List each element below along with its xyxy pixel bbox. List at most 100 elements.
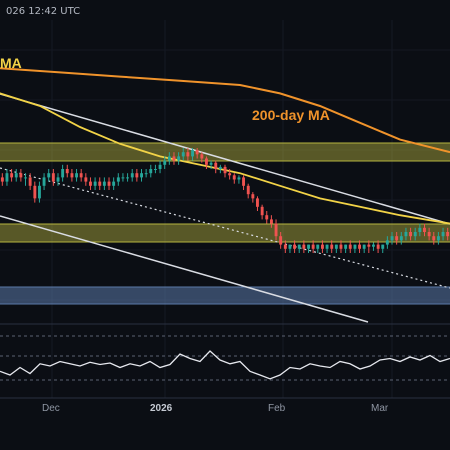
candle-body-89: [413, 232, 417, 237]
candle-body-11: [51, 173, 55, 182]
channel-upper-line: [0, 93, 450, 225]
candle-body-42: [195, 150, 199, 155]
zone-resistance-lower: [0, 224, 450, 242]
candle-body-70: [325, 244, 329, 249]
candle-body-59: [274, 223, 278, 237]
candle-body-77: [358, 244, 361, 249]
candle-body-95: [441, 232, 445, 237]
candle-body-79: [367, 244, 371, 247]
candle-body-19: [89, 181, 92, 186]
x-axis: Dec 2026 Feb Mar: [42, 403, 389, 414]
candle-body-27: [126, 177, 129, 179]
candle-body-61: [283, 244, 287, 249]
candle-body-65: [302, 244, 306, 249]
candle-body-17: [79, 173, 83, 178]
candle-body-46: [214, 162, 218, 169]
candle-body-62: [288, 244, 292, 249]
candle-body-67: [311, 244, 315, 249]
candle-body-25: [116, 177, 120, 182]
candle-body-88: [409, 232, 412, 237]
rsi-panel: [0, 323, 450, 399]
candle-body-14: [65, 169, 69, 174]
candle-body-18: [84, 177, 88, 182]
candle-body-92: [427, 232, 431, 237]
candle-body-1: [5, 173, 9, 182]
candle-body-83: [385, 240, 389, 245]
candle-body-12: [56, 177, 60, 182]
candle-body-80: [372, 244, 375, 247]
candle-body-60: [279, 236, 283, 245]
candle-body-76: [353, 244, 357, 249]
candle-body-34: [158, 164, 162, 169]
candle-body-38: [177, 156, 181, 161]
candle-body-7: [33, 185, 37, 199]
candle-body-13: [61, 169, 65, 178]
candle-body-21: [98, 181, 102, 186]
candle-body-75: [348, 244, 352, 249]
candle-body-86: [399, 236, 403, 241]
candle-body-26: [121, 177, 125, 179]
candle-body-93: [432, 236, 436, 241]
candle-body-41: [191, 150, 194, 157]
candle-body-90: [418, 227, 422, 232]
candle-body-55: [256, 198, 259, 207]
candle-body-22: [102, 181, 106, 186]
candle-body-49: [228, 173, 232, 176]
candle-body-51: [237, 177, 241, 180]
candle-body-8: [38, 185, 41, 199]
candle-body-6: [28, 177, 32, 186]
candle-body-50: [232, 175, 236, 180]
candle-body-4: [19, 173, 23, 178]
candle-body-2: [10, 173, 14, 178]
rsi-line: [0, 350, 450, 380]
grid: [0, 20, 450, 398]
candle-body-64: [297, 244, 301, 249]
candle-body-54: [251, 194, 255, 199]
candle-body-84: [390, 236, 394, 241]
candle-body-56: [260, 206, 264, 216]
candle-body-72: [334, 244, 338, 249]
x-tick-2026: 2026: [150, 403, 173, 414]
candle-body-91: [423, 227, 426, 232]
ma-200-line: [0, 67, 450, 154]
ma-50-line: [0, 92, 450, 225]
candle-body-37: [172, 156, 176, 161]
candle-body-3: [14, 173, 18, 178]
channel-lines: [0, 93, 450, 323]
annotation-200-day-ma: 200-day MA: [252, 107, 330, 123]
candle-body-48: [223, 166, 227, 174]
x-tick-feb: Feb: [268, 403, 286, 414]
candle-body-29: [135, 173, 139, 178]
candle-body-58: [270, 219, 273, 224]
x-tick-mar: Mar: [371, 403, 389, 414]
candle-body-5: [24, 177, 27, 179]
candle-body-28: [130, 173, 134, 178]
candle-body-9: [42, 177, 46, 186]
candle-body-32: [149, 169, 153, 174]
price-zones: [0, 142, 450, 305]
candle-body-43: [200, 154, 204, 159]
candle-body-24: [112, 181, 116, 186]
candle-body-47: [218, 166, 222, 169]
candle-body-39: [181, 152, 185, 157]
candle-body-96: [446, 232, 450, 237]
candle-body-33: [154, 169, 157, 170]
header-timestamp: 026 12:42 UTC: [6, 6, 80, 17]
channel-lower-line: [0, 215, 369, 323]
candle-body-78: [362, 244, 366, 249]
candle-body-85: [395, 236, 399, 241]
candle-body-0: [0, 177, 4, 182]
candle-body-94: [437, 236, 440, 241]
candle-body-31: [144, 173, 148, 175]
candle-body-73: [339, 244, 343, 249]
candle-body-81: [376, 244, 380, 249]
candle-body-15: [70, 173, 74, 178]
x-tick-dec: Dec: [42, 403, 60, 414]
candle-body-44: [205, 158, 208, 165]
candle-body-53: [246, 185, 250, 195]
zone-support: [0, 287, 450, 304]
candles: [0, 148, 450, 253]
candle-body-40: [186, 152, 190, 157]
